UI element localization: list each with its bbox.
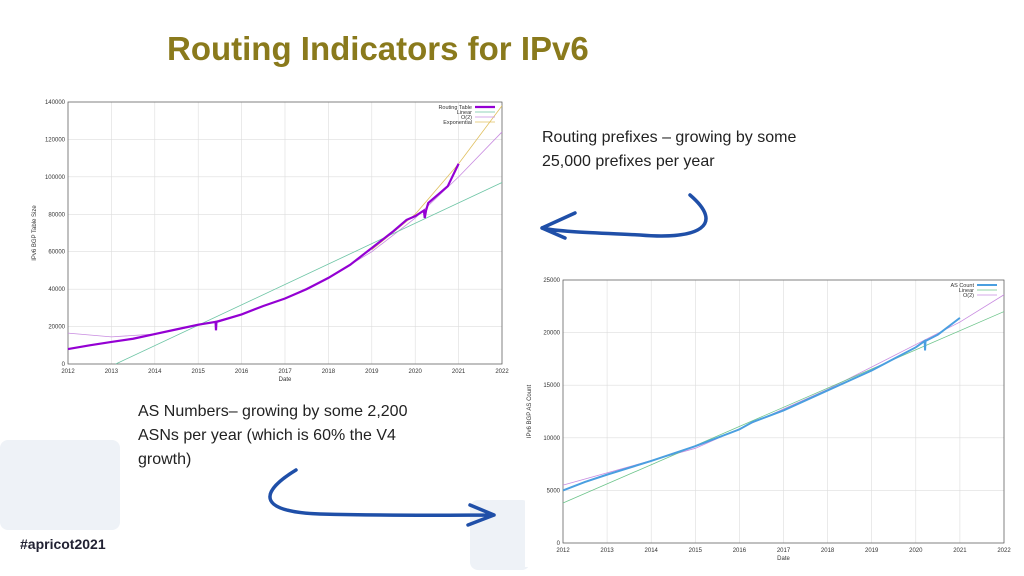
x-tick-label: 2018 <box>821 548 835 554</box>
x-tick-label: 2012 <box>61 369 75 375</box>
x-tick-label: 2015 <box>689 548 703 554</box>
x-tick-label: 2019 <box>365 369 379 375</box>
series-line-routing-table <box>67 163 460 351</box>
y-tick-label: 40000 <box>48 287 65 293</box>
y-tick-label: 0 <box>557 541 561 547</box>
x-tick-label: 2015 <box>192 369 206 375</box>
legend-label: Routing Table <box>438 105 472 111</box>
legend-label: Linear <box>959 288 974 294</box>
x-tick-label: 2020 <box>409 369 423 375</box>
y-tick-label: 25000 <box>543 278 560 284</box>
x-axis-label: Date <box>279 377 292 383</box>
y-tick-label: 100000 <box>45 175 66 181</box>
y-tick-label: 20000 <box>543 331 560 337</box>
x-tick-label: 2021 <box>953 548 967 554</box>
x-tick-label: 2014 <box>645 548 659 554</box>
x-tick-label: 2022 <box>997 548 1011 554</box>
y-tick-label: 140000 <box>45 100 66 106</box>
y-tick-label: 10000 <box>543 436 560 442</box>
x-tick-label: 2012 <box>556 548 570 554</box>
legend-label: Exponential <box>443 120 472 126</box>
background-decoration <box>0 440 120 530</box>
background-decoration <box>470 500 530 570</box>
x-tick-label: 2019 <box>865 548 879 554</box>
x-tick-label: 2016 <box>733 548 747 554</box>
y-tick-label: 15000 <box>543 383 560 389</box>
y-tick-label: 120000 <box>45 137 66 143</box>
x-tick-label: 2017 <box>777 548 791 554</box>
x-tick-label: 2016 <box>235 369 249 375</box>
chart-background <box>525 272 1012 567</box>
y-tick-label: 5000 <box>547 488 561 494</box>
y-axis-label: IPv6 BGP Table Size <box>32 205 38 261</box>
legend-label: Linear <box>457 110 472 116</box>
y-axis-label: IPv6 BGP AS Count <box>527 385 533 439</box>
asns-note: AS Numbers– growing by some 2,200 ASNs p… <box>138 403 408 468</box>
hashtag: #apricot2021 <box>20 536 106 552</box>
chart-1: 2012 2013 2014 2015 2016 2017 2018 2019 2020 2021… <box>25 95 509 385</box>
x-tick-label: 2017 <box>278 369 292 375</box>
legend-label: AS Count <box>950 283 974 289</box>
x-tick-label: 2022 <box>495 369 509 375</box>
legend-label: O(2) <box>461 115 472 121</box>
y-tick-label: 20000 <box>48 325 65 331</box>
x-tick-label: 2014 <box>148 369 162 375</box>
x-tick-label: 2020 <box>909 548 923 554</box>
y-tick-label: 80000 <box>48 212 65 218</box>
series-line-linear <box>562 311 1005 504</box>
chart-2: 2012 2013 2014 2015 2016 2017 2018 2019 2020 2021… <box>525 272 1012 567</box>
y-tick-label: 60000 <box>48 250 65 256</box>
x-tick-label: 2018 <box>322 369 336 375</box>
x-axis-label: Date <box>777 556 790 562</box>
x-tick-label: 2013 <box>105 369 119 375</box>
page-title: Routing Indicators for IPv6 <box>167 30 589 67</box>
legend-label: O(2) <box>963 293 974 299</box>
prefixes-note: Routing prefixes – growing by some 25,00… <box>542 129 797 170</box>
chart-background <box>25 95 507 385</box>
x-tick-label: 2021 <box>452 369 466 375</box>
arrow-to-as-chart <box>268 468 496 527</box>
x-tick-label: 2013 <box>600 548 614 554</box>
series-line-as-count <box>562 317 961 492</box>
plot-frame <box>562 279 1005 544</box>
arrow-to-prefix-chart <box>540 193 708 240</box>
series-line-linear <box>115 182 503 365</box>
plot-frame <box>67 101 503 365</box>
y-tick-label: 0 <box>62 362 66 368</box>
